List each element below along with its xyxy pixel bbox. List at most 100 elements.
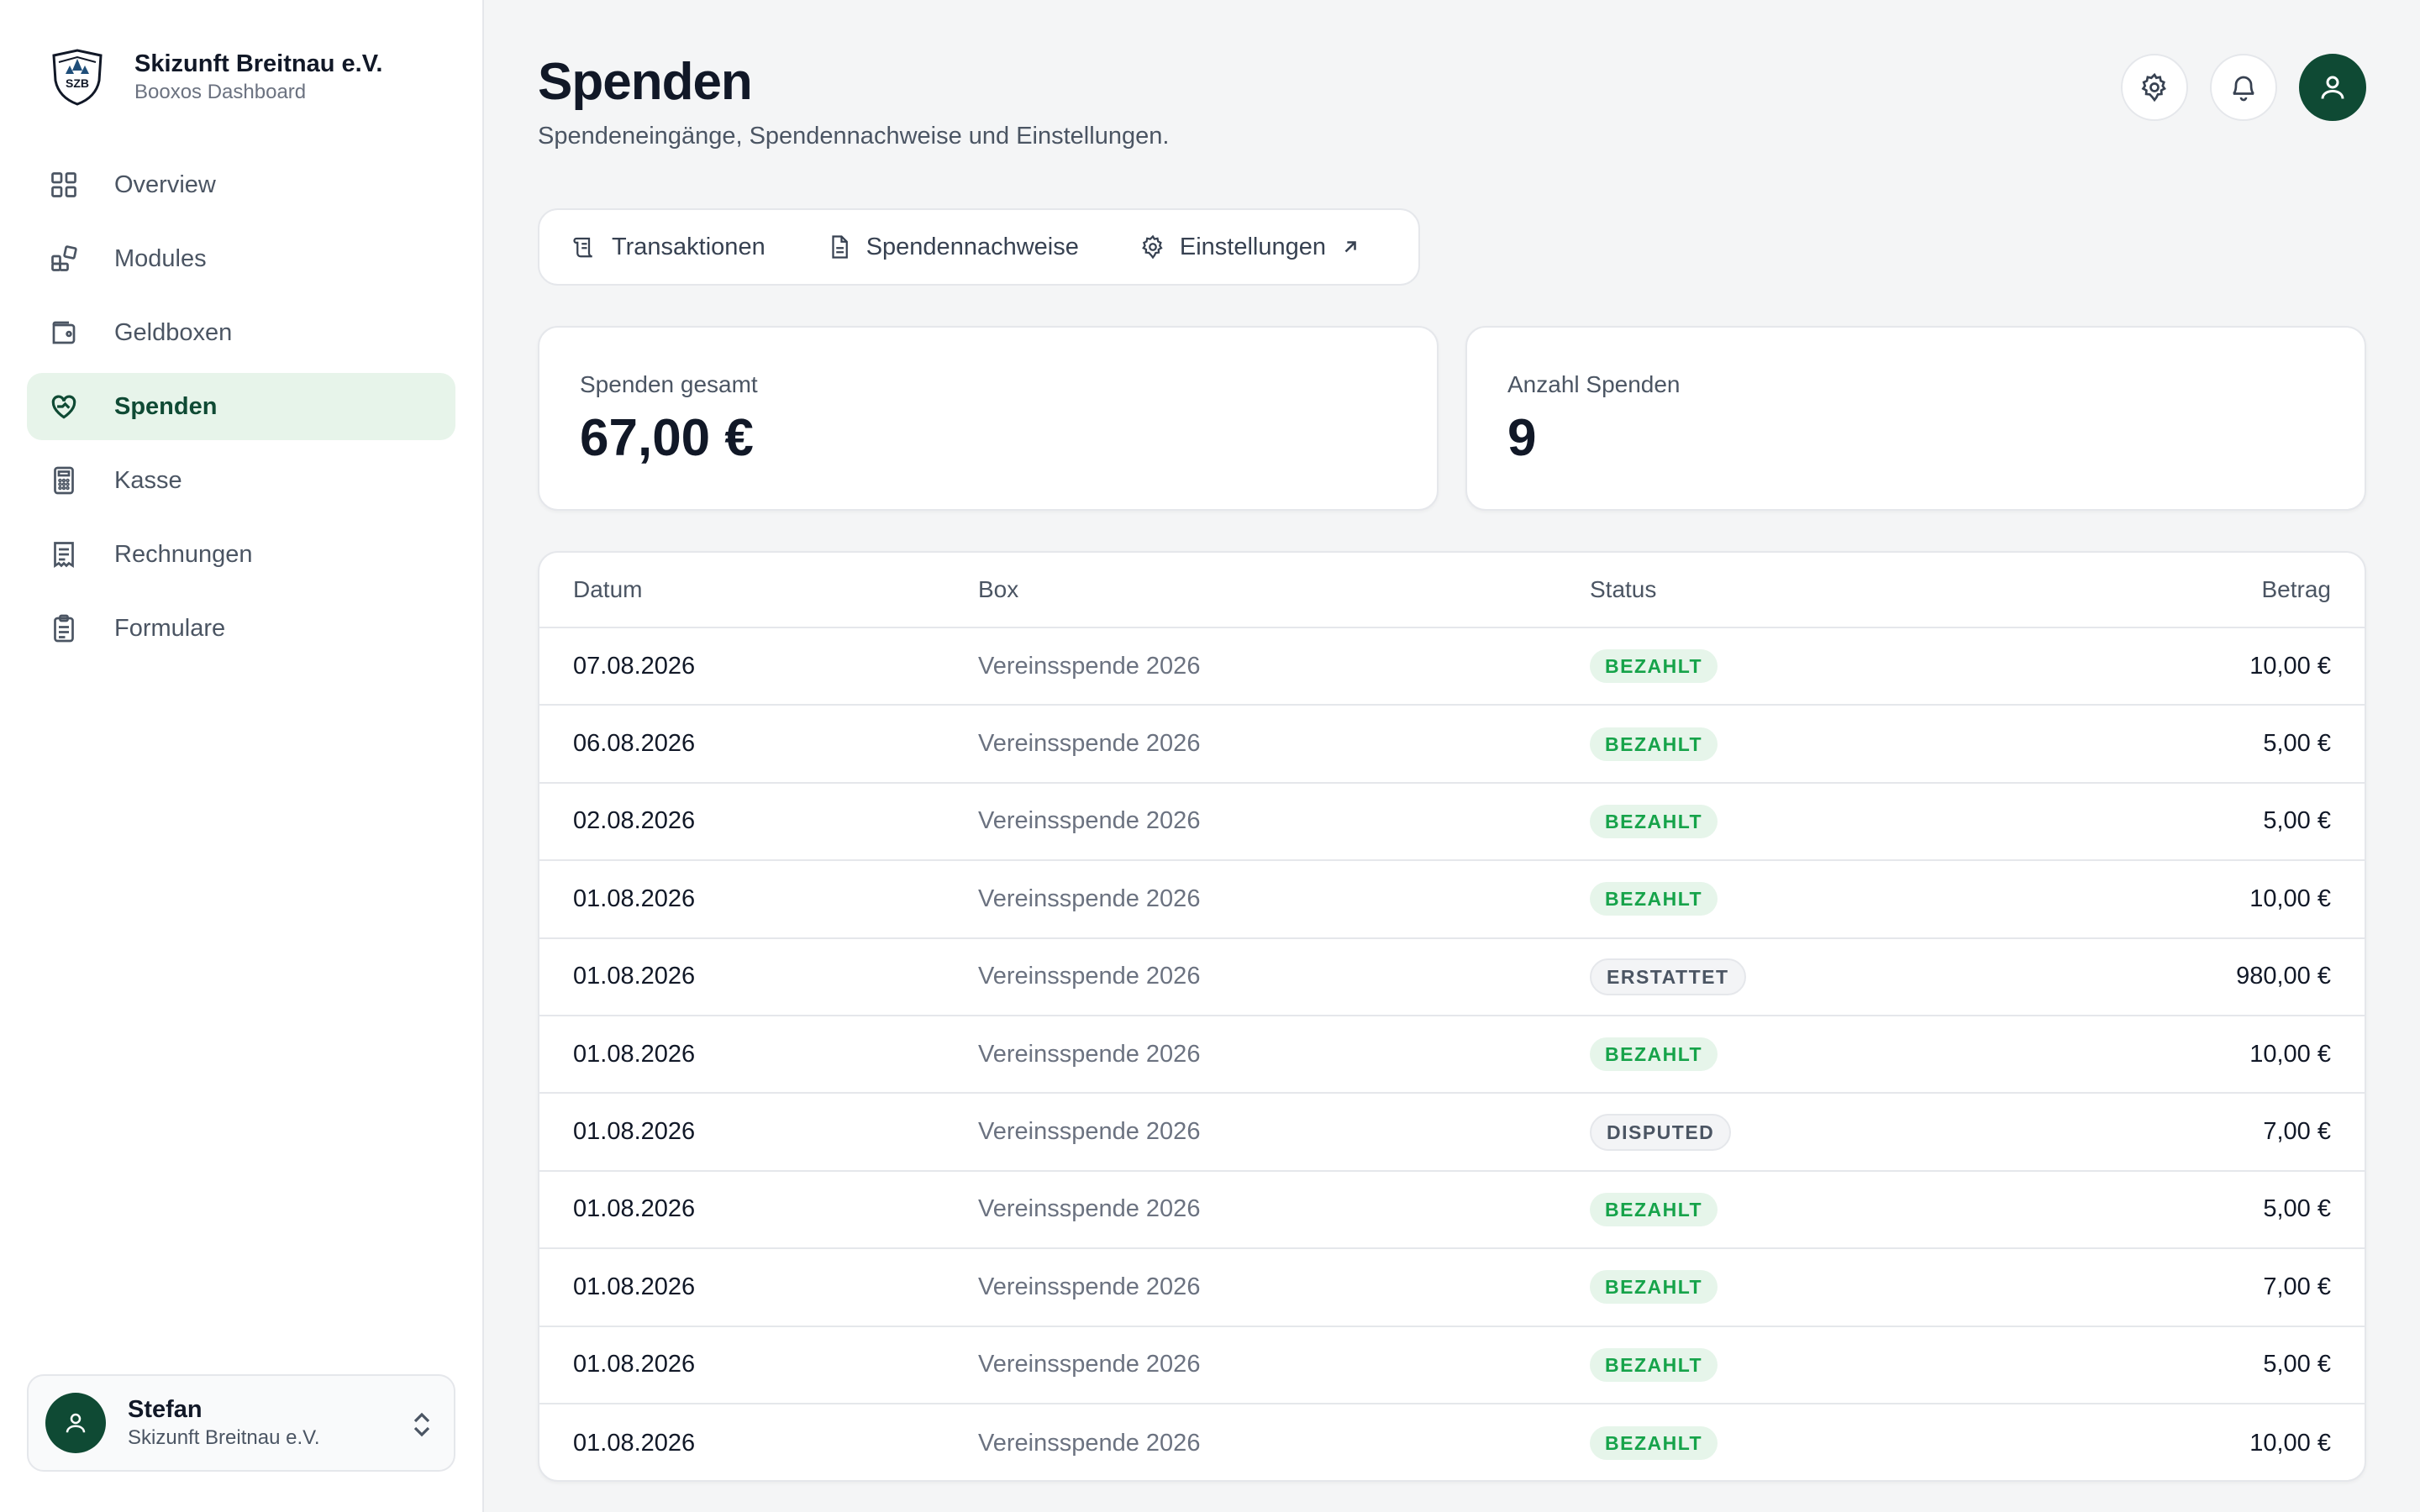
table-row[interactable]: 07.08.2026 Vereinsspende 2026 BEZAHLT 10,00… — [539, 628, 2365, 706]
table-row[interactable]: 01.08.2026 Vereinsspende 2026 DISPUTED 7,00… — [539, 1094, 2365, 1172]
status-badge: BEZAHLT — [1590, 727, 1718, 761]
sidebar-item-spenden[interactable]: Spenden — [27, 373, 455, 440]
cell-box: Vereinsspende 2026 — [978, 885, 1201, 912]
header-actions — [2121, 54, 2366, 121]
cell-amount: 5,00 € — [2263, 807, 2331, 835]
cell-amount: 5,00 € — [2263, 1351, 2331, 1378]
cell-date: 01.08.2026 — [573, 963, 696, 990]
cell-box: Vereinsspende 2026 — [978, 1040, 1201, 1068]
chevron-up-down-icon — [413, 1412, 430, 1437]
cell-status: BEZAHLT — [1590, 1270, 1718, 1305]
table-row[interactable]: 01.08.2026 Vereinsspende 2026 BEZAHLT 10,00… — [539, 1404, 2365, 1480]
status-badge: BEZAHLT — [1590, 1192, 1718, 1226]
stat-value: 9 — [1507, 409, 1537, 467]
cell-date: 01.08.2026 — [573, 1351, 696, 1378]
sidebar: SZB Skizunft Breitnau e.V. Booxos Dashbo… — [0, 0, 484, 1512]
tab-spendennachweise[interactable]: Spendennachweise — [826, 234, 1079, 261]
cell-date: 01.08.2026 — [573, 1118, 696, 1146]
sidebar-item-geldboxen[interactable]: Geldboxen — [27, 299, 455, 366]
tab-transaktionen[interactable]: Transaktionen — [571, 234, 765, 261]
gear-icon — [2141, 72, 2166, 102]
page-subtitle: Spendeneingänge, Spendennachweise und Ei… — [538, 123, 1170, 150]
column-header-date[interactable]: Datum — [573, 576, 643, 602]
cell-box: Vereinsspende 2026 — [978, 652, 1201, 680]
cell-status: DISPUTED — [1590, 1113, 1732, 1151]
cell-amount: 10,00 € — [2249, 1040, 2331, 1068]
user-icon — [2321, 76, 2344, 99]
grid-icon — [47, 168, 81, 202]
page-title: Spenden — [538, 53, 753, 111]
tab-label: Spendennachweise — [865, 233, 1079, 260]
cell-date: 02.08.2026 — [573, 807, 696, 835]
sidebar-item-formulare[interactable]: Formulare — [27, 595, 455, 662]
app-subtitle: Booxos Dashboard — [134, 81, 307, 103]
stat-card-count: Anzahl Spenden 9 — [1465, 326, 2366, 511]
tab-einstellungen[interactable]: Einstellungen — [1139, 234, 1360, 261]
sidebar-item-kasse[interactable]: Kasse — [27, 447, 455, 514]
cell-amount: 7,00 € — [2263, 1118, 2331, 1146]
user-switcher[interactable]: Stefan Skizunft Breitnau e.V. — [27, 1374, 455, 1472]
column-header-box[interactable]: Box — [978, 576, 1019, 602]
section-tabs: Transaktionen Spendennachweise Einstellu… — [538, 208, 1420, 286]
table-row[interactable]: 01.08.2026 Vereinsspende 2026 BEZAHLT 10,00… — [539, 1016, 2365, 1095]
tab-label: Transaktionen — [612, 233, 765, 260]
status-badge: BEZAHLT — [1590, 882, 1718, 916]
document-icon — [826, 234, 853, 260]
cell-amount: 980,00 € — [2236, 963, 2331, 990]
stat-value: 67,00 € — [580, 409, 754, 467]
cell-box: Vereinsspende 2026 — [978, 1273, 1201, 1300]
clipboard-icon — [47, 612, 81, 645]
status-badge: DISPUTED — [1590, 1113, 1732, 1151]
bell-icon — [2233, 76, 2254, 102]
org-name: Skizunft Breitnau e.V. — [134, 50, 383, 77]
status-badge: BEZAHLT — [1590, 1270, 1718, 1305]
notifications-button[interactable] — [2210, 54, 2277, 121]
cell-status: BEZAHLT — [1590, 649, 1718, 684]
column-header-amount[interactable]: Betrag — [2261, 576, 2332, 602]
table-row[interactable]: 01.08.2026 Vereinsspende 2026 ERSTATTET 980… — [539, 939, 2365, 1016]
column-header-status[interactable]: Status — [1590, 576, 1657, 602]
sidebar-item-rechnungen[interactable]: Rechnungen — [27, 521, 455, 588]
status-badge: BEZAHLT — [1590, 1426, 1718, 1461]
cell-date: 01.08.2026 — [573, 1195, 696, 1223]
brand[interactable]: SZB Skizunft Breitnau e.V. Booxos Dashbo… — [47, 47, 382, 108]
cell-amount: 7,00 € — [2263, 1273, 2331, 1300]
cell-status: BEZAHLT — [1590, 882, 1718, 916]
status-badge: BEZAHLT — [1590, 804, 1718, 838]
cell-box: Vereinsspende 2026 — [978, 1429, 1201, 1457]
table-row[interactable]: 01.08.2026 Vereinsspende 2026 BEZAHLT 5,00 … — [539, 1172, 2365, 1250]
sidebar-item-modules[interactable]: Modules — [27, 225, 455, 292]
status-badge: BEZAHLT — [1590, 1347, 1718, 1382]
gear-icon — [1139, 234, 1166, 260]
cell-box: Vereinsspende 2026 — [978, 1118, 1201, 1146]
table-body: 07.08.2026 Vereinsspende 2026 BEZAHLT 10,00… — [539, 628, 2365, 1480]
user-name: Stefan — [128, 1396, 203, 1423]
cell-date: 01.08.2026 — [573, 885, 696, 912]
cell-date: 01.08.2026 — [573, 1273, 696, 1300]
status-badge: BEZAHLT — [1590, 649, 1718, 684]
calculator-icon — [47, 464, 81, 497]
table-row[interactable]: 01.08.2026 Vereinsspende 2026 BEZAHLT 7,00 … — [539, 1249, 2365, 1327]
table-row[interactable]: 01.08.2026 Vereinsspende 2026 BEZAHLT 5,00 … — [539, 1327, 2365, 1404]
sidebar-item-label: Formulare — [114, 614, 226, 642]
avatar — [45, 1393, 106, 1453]
table-row[interactable]: 06.08.2026 Vereinsspende 2026 BEZAHLT 5,00 … — [539, 706, 2365, 784]
user-org: Skizunft Breitnau e.V. — [128, 1426, 320, 1449]
sidebar-item-label: Modules — [114, 244, 207, 272]
cell-box: Vereinsspende 2026 — [978, 1351, 1201, 1378]
club-logo-icon: SZB — [52, 49, 103, 106]
wallet-icon — [47, 316, 81, 349]
scroll-icon — [571, 234, 598, 260]
cell-box: Vereinsspende 2026 — [978, 730, 1201, 758]
table-row[interactable]: 01.08.2026 Vereinsspende 2026 BEZAHLT 10,00… — [539, 861, 2365, 939]
cell-status: BEZAHLT — [1590, 1426, 1718, 1461]
cell-box: Vereinsspende 2026 — [978, 807, 1201, 835]
sidebar-item-overview[interactable]: Overview — [27, 151, 455, 218]
sidebar-item-label: Overview — [114, 171, 216, 198]
table-row[interactable]: 02.08.2026 Vereinsspende 2026 BEZAHLT 5,00 … — [539, 784, 2365, 862]
settings-button[interactable] — [2121, 54, 2188, 121]
status-badge: ERSTATTET — [1590, 958, 1746, 995]
stat-label: Spenden gesamt — [580, 371, 758, 397]
profile-button[interactable] — [2299, 54, 2366, 121]
modules-icon — [47, 242, 81, 276]
